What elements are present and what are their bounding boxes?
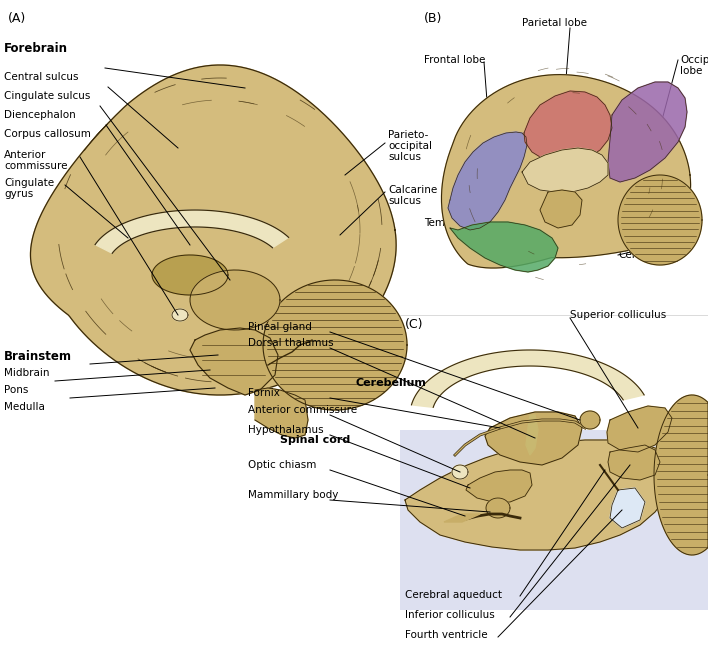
Polygon shape — [524, 91, 612, 165]
Polygon shape — [442, 74, 690, 268]
Text: Occipital: Occipital — [680, 55, 708, 65]
Polygon shape — [450, 222, 558, 272]
Text: Parieto-: Parieto- — [388, 130, 428, 140]
Polygon shape — [608, 82, 687, 182]
Text: (B): (B) — [424, 12, 442, 25]
Polygon shape — [263, 280, 407, 410]
Text: sulcus: sulcus — [388, 196, 421, 206]
Polygon shape — [152, 255, 228, 295]
Text: Optic chiasm: Optic chiasm — [248, 460, 316, 470]
Text: Hypothalamus: Hypothalamus — [248, 425, 324, 435]
Text: Fourth ventricle: Fourth ventricle — [405, 630, 488, 640]
Polygon shape — [405, 440, 672, 550]
Text: Brainstem: Brainstem — [4, 350, 72, 363]
Text: lobe: lobe — [680, 66, 702, 76]
Polygon shape — [30, 65, 396, 395]
Polygon shape — [190, 270, 280, 330]
Polygon shape — [411, 350, 644, 407]
Text: Cerebellum: Cerebellum — [618, 250, 678, 260]
Text: Mammillary body: Mammillary body — [248, 490, 338, 500]
Text: Cerebellum: Cerebellum — [355, 378, 426, 388]
Polygon shape — [607, 406, 672, 452]
Text: Anterior: Anterior — [4, 150, 47, 160]
Bar — [400, 430, 708, 610]
Text: Dorsal thalamus: Dorsal thalamus — [248, 338, 333, 348]
Text: Calcarine: Calcarine — [388, 185, 438, 195]
Polygon shape — [654, 395, 708, 555]
Text: Forebrain: Forebrain — [4, 42, 68, 55]
Text: Temporal lobe: Temporal lobe — [424, 218, 498, 228]
Text: Inferior colliculus: Inferior colliculus — [405, 610, 495, 620]
Text: Superior colliculus: Superior colliculus — [570, 310, 666, 320]
Polygon shape — [255, 388, 308, 438]
Text: (C): (C) — [405, 318, 423, 331]
Polygon shape — [190, 328, 278, 395]
Text: Frontal lobe: Frontal lobe — [424, 55, 486, 65]
Polygon shape — [526, 415, 538, 455]
Text: Cingulate sulcus: Cingulate sulcus — [4, 91, 91, 101]
Text: occipital: occipital — [388, 141, 432, 151]
Polygon shape — [172, 309, 188, 321]
Text: sulcus: sulcus — [388, 152, 421, 162]
Text: Cerebral aqueduct: Cerebral aqueduct — [405, 590, 502, 600]
Text: Anterior commissure: Anterior commissure — [248, 405, 357, 415]
Text: Diencephalon: Diencephalon — [4, 110, 76, 120]
Polygon shape — [466, 470, 532, 502]
Polygon shape — [608, 445, 660, 480]
Text: Spinal cord: Spinal cord — [280, 435, 350, 445]
Polygon shape — [610, 488, 645, 528]
Polygon shape — [444, 514, 480, 522]
Text: gyrus: gyrus — [4, 189, 33, 199]
Text: Corpus callosum: Corpus callosum — [4, 129, 91, 139]
Text: Medulla: Medulla — [4, 402, 45, 412]
Text: Parietal lobe: Parietal lobe — [523, 18, 588, 28]
Polygon shape — [522, 148, 608, 192]
Polygon shape — [95, 210, 289, 253]
Polygon shape — [486, 498, 510, 518]
Polygon shape — [485, 412, 582, 465]
Text: Cingulate: Cingulate — [4, 178, 54, 188]
Polygon shape — [580, 411, 600, 429]
Text: Pineal gland: Pineal gland — [248, 322, 312, 332]
Polygon shape — [452, 465, 468, 479]
Text: Midbrain: Midbrain — [4, 368, 50, 378]
Text: commissure: commissure — [4, 161, 67, 171]
Polygon shape — [618, 175, 702, 265]
Polygon shape — [448, 132, 527, 230]
Text: (A): (A) — [8, 12, 26, 25]
Polygon shape — [540, 190, 582, 228]
Text: Central sulcus: Central sulcus — [4, 72, 79, 82]
Text: Pons: Pons — [4, 385, 28, 395]
Text: Fornix: Fornix — [248, 388, 280, 398]
